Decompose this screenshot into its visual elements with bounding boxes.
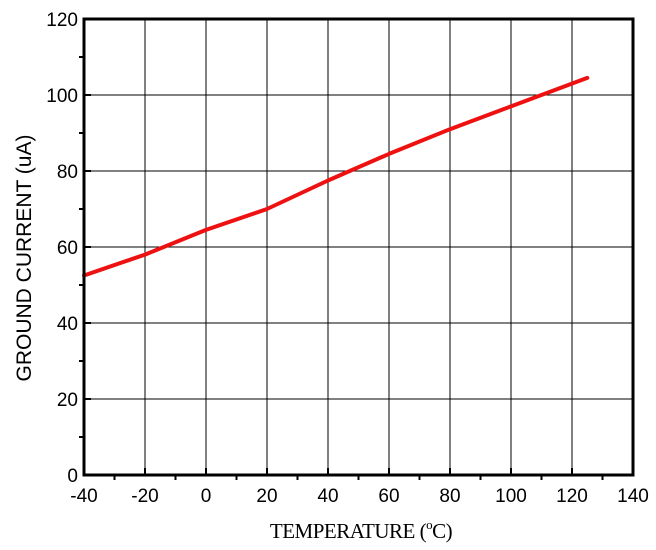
y-tick-label: 20 <box>57 390 78 411</box>
x-tick-label: 140 <box>617 486 649 507</box>
y-tick-label: 120 <box>46 10 78 31</box>
x-tick-label: 60 <box>378 486 399 507</box>
y-tick-labels: 0 20 40 60 80 100 120 <box>46 10 78 487</box>
x-tick-label: 40 <box>317 486 338 507</box>
series-line <box>82 75 590 278</box>
y-tick-label: 40 <box>57 314 78 335</box>
y-tick-label: 80 <box>57 162 78 183</box>
plot-series <box>82 75 590 278</box>
y-axis-title: GROUND CURRENT (uA) <box>13 135 36 382</box>
x-tick-label: 0 <box>201 486 212 507</box>
x-tick-label: 80 <box>439 486 460 507</box>
x-tick-label: 20 <box>256 486 277 507</box>
x-axis-title-unit: C) <box>432 519 453 543</box>
x-tick-label: 120 <box>556 486 588 507</box>
x-tick-labels: -40 -20 0 20 40 60 80 100 120 140 <box>70 486 649 507</box>
x-tick-label: 100 <box>495 486 527 507</box>
x-axis-title: TEMPERATURE (oC) <box>270 517 453 543</box>
plot-frame <box>82 17 635 477</box>
y-tick-label: 60 <box>57 238 78 259</box>
y-tick-label: 0 <box>67 466 78 487</box>
x-axis-title-degree: o <box>426 517 432 532</box>
y-tick-label: 100 <box>46 86 78 107</box>
x-tick-label: -40 <box>70 486 97 507</box>
x-tick-label: -20 <box>131 486 158 507</box>
x-axis-title-main: TEMPERATURE ( <box>270 519 427 543</box>
